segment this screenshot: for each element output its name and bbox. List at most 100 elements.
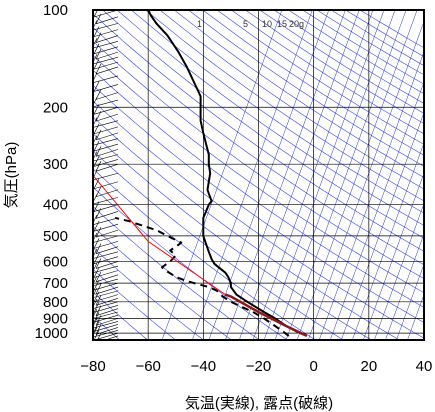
wind-barb-flag [95,161,102,172]
wind-barb-flag [93,59,100,70]
mixing-ratio-line [352,142,424,340]
mixing-ratio-line [238,10,360,340]
wind-barb [95,246,119,254]
wind-barb [95,286,119,295]
dry-adiabat-line [116,10,424,226]
y-tick-label: 200 [43,99,68,116]
wind-barb-flag [93,54,98,63]
dry-adiabat-line [216,10,424,145]
wind-barb-flag [93,238,100,249]
wind-barb [93,154,119,162]
wind-barb [93,251,119,259]
x-tick-label: −20 [246,358,271,375]
dry-adiabat-line [273,10,424,104]
wind-barb-flag [93,232,98,242]
wind-barb-flag [93,253,100,264]
y-tick-label: 900 [43,310,68,327]
wind-barb [93,106,119,115]
wind-barb-flag [93,327,98,336]
wind-barb-flag [93,156,100,167]
y-tick-label: 500 [43,228,68,245]
wind-barb-flag [95,129,102,141]
wind-barb [93,10,119,18]
mixing-ratio-lines [161,10,424,340]
wind-barb [95,318,119,326]
mixing-ratio-line [385,233,424,340]
wind-barb-flag [93,151,98,161]
wind-barb [93,172,119,181]
wind-barb [95,211,119,219]
wind-barb [93,305,119,313]
mixing-ratio-label-1: 1 [197,19,202,29]
wind-barb-flag [95,243,102,254]
wind-barb [93,23,119,31]
wind-barb-flag [93,302,100,313]
wind-barb-flag [93,321,100,332]
y-tick-label: 800 [43,294,68,311]
parcel-line [93,175,226,296]
wind-barb-flag [93,312,100,323]
wind-barb-flag [93,81,100,92]
temperature-line [147,10,308,337]
wind-barb [93,99,119,108]
mixing-ratio-line [263,10,385,340]
wind-barb-flag [93,43,100,54]
wind-barb-flag [93,20,98,30]
wind-barb [93,294,119,302]
wind-barb [95,16,119,25]
dry-adiabat-line [174,10,424,178]
wind-barb [93,311,119,320]
wind-barb [93,159,119,167]
wind-barb-flag [93,140,100,152]
wind-barb [95,113,119,122]
x-tick-label: 0 [309,358,317,375]
wind-barb [93,56,119,65]
dry-adiabat-line [93,206,260,340]
mixing-ratio-line [274,10,396,340]
wind-barb [93,41,119,49]
x-axis-ticks: −80 −60 −40 −20 0 20 40 [80,358,432,375]
dry-adiabat-line [93,100,424,339]
dry-adiabat-line [159,10,424,190]
wind-barb [93,270,119,278]
dry-adiabat-line [93,116,400,340]
wind-barb [95,149,119,157]
wind-barb [95,66,119,75]
wind-barb [93,314,119,323]
wind-barb-flag [93,104,100,115]
wind-barb-flag [95,48,102,60]
wind-barb [93,278,119,287]
dry-adiabat-line [131,10,424,214]
y-tick-label: 600 [43,253,68,270]
dry-adiabat-line [93,26,424,266]
wind-barb-flag [97,332,102,340]
parcel-line [224,293,308,338]
wind-barb [95,261,119,269]
wind-barb-flag [95,186,102,197]
wind-barb-flag [93,248,98,258]
wind-barb-flag [95,32,102,43]
dry-adiabat-line [231,10,424,135]
mixing-ratio-line [296,10,418,340]
profile-lines [93,10,308,338]
wind-barb [95,297,119,306]
wind-barb [93,204,119,212]
dry-adiabat-line [245,10,424,124]
wind-barb [93,75,119,84]
mixing-ratio-line [252,10,374,340]
wind-barb-flag [93,214,98,224]
wind-barb [93,29,119,37]
wind-barb-flag [93,201,100,212]
dry-adiabat-line [93,247,204,340]
wind-barb [93,181,119,190]
wind-barb [95,189,119,198]
mixing-ratio-line [374,202,424,340]
wind-barb-flag [93,123,100,135]
wind-barb-flag [95,89,102,100]
y-tick-label: 100 [43,2,68,19]
dry-adiabat-line [93,168,316,340]
wind-barb-flag [93,267,100,278]
mixing-ratio-line [396,263,424,340]
x-tick-label: 20 [360,358,377,375]
